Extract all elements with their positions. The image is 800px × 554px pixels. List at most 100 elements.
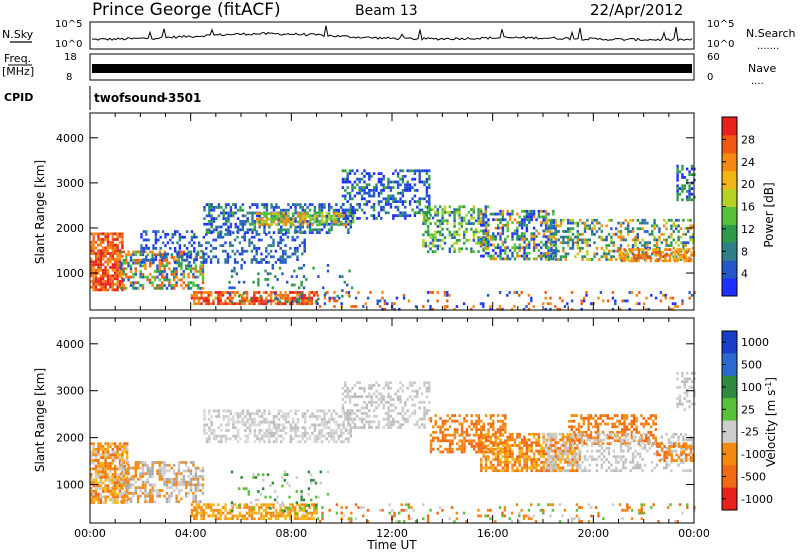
colorbar-swatch	[722, 152, 737, 172]
scatter-cell	[94, 456, 98, 460]
scatter-cell	[303, 241, 306, 245]
scatter-cell	[99, 240, 102, 244]
scatter-cell	[567, 235, 570, 239]
scatter-cell	[453, 230, 456, 234]
scatter-cell	[402, 296, 406, 300]
scatter-cell	[193, 247, 196, 250]
scatter-cell	[121, 280, 124, 283]
scatter-cell	[192, 494, 195, 498]
scatter-cell	[173, 230, 177, 233]
scatter-cell	[530, 235, 533, 238]
scatter-cell	[109, 277, 112, 281]
scatter-cell	[668, 248, 672, 251]
scatter-cell	[571, 469, 574, 473]
scatter-cell	[396, 208, 400, 212]
scatter-cell	[358, 426, 361, 429]
scatter-cell	[363, 203, 366, 206]
scatter-cell	[307, 297, 310, 301]
scatter-cell	[94, 467, 98, 471]
colorbar-swatch	[722, 170, 737, 190]
scatter-cell	[178, 233, 182, 236]
scatter-cell	[121, 235, 124, 239]
scatter-cell	[257, 296, 261, 300]
scatter-cell	[637, 253, 641, 257]
scatter-cell	[351, 217, 354, 220]
scatter-cell	[418, 200, 421, 203]
scatter-cell	[212, 228, 216, 232]
scatter-cell	[97, 464, 100, 468]
scatter-cell	[358, 417, 361, 421]
scatter-cell	[340, 212, 343, 215]
scatter-cell	[535, 218, 538, 222]
scatter-cell	[413, 409, 417, 413]
scatter-cell	[127, 472, 130, 476]
scatter-cell	[168, 480, 171, 484]
scatter-cell	[477, 213, 480, 217]
scatter-cell	[413, 200, 417, 203]
scatter-cell	[401, 194, 405, 198]
scatter-cell	[323, 215, 326, 218]
scatter-cell	[428, 175, 431, 178]
scatter-cell	[382, 426, 385, 429]
scatter-cell	[296, 247, 299, 250]
scatter-cell	[233, 261, 237, 264]
scatter-cell	[360, 386, 364, 390]
scatter-cell	[104, 268, 107, 272]
scatter-cell	[676, 170, 679, 174]
scatter-cell	[484, 215, 488, 219]
scatter-cell	[277, 228, 280, 232]
scatter-cell	[268, 426, 271, 430]
scatter-cell	[284, 417, 288, 421]
nsky-tick-top: 10^5	[55, 19, 82, 30]
scatter-cell	[408, 414, 412, 418]
scatter-cell	[363, 175, 366, 178]
scatter-cell	[232, 415, 235, 418]
scatter-cell	[122, 466, 125, 470]
scatter-cell	[489, 243, 493, 247]
scatter-cell	[360, 420, 364, 424]
scatter-cell	[492, 458, 495, 461]
scatter-cell	[389, 205, 393, 209]
scatter-cell	[646, 221, 649, 225]
scatter-cell	[296, 258, 299, 261]
scatter-cell	[310, 302, 314, 306]
scatter-cell	[212, 409, 216, 413]
scatter-cell	[270, 217, 273, 221]
scatter-cell	[631, 227, 635, 231]
scatter-cell	[458, 208, 461, 211]
scatter-cell	[207, 296, 210, 300]
scatter-cell	[219, 293, 222, 297]
scatter-cell	[260, 296, 263, 300]
scatter-cell	[681, 173, 684, 176]
scatter-cell	[482, 222, 485, 225]
scatter-cell	[428, 217, 431, 220]
scatter-cell	[125, 486, 128, 490]
scatter-cell	[92, 285, 95, 289]
scatter-cell	[284, 231, 288, 234]
scatter-cell	[511, 237, 514, 241]
scatter-cell	[564, 441, 567, 445]
scatter-cell	[320, 215, 324, 218]
scatter-cell	[153, 483, 157, 487]
scatter-cell	[139, 253, 142, 257]
scatter-cell	[434, 213, 437, 217]
scatter-cell	[189, 250, 193, 254]
scatter-cell	[574, 221, 577, 225]
scatter-cell	[116, 481, 119, 485]
scatter-cell	[224, 291, 227, 294]
scatter-cell	[653, 235, 656, 239]
scatter-cell	[619, 224, 623, 228]
scatter-cell	[142, 261, 146, 264]
scatter-cell	[328, 440, 331, 444]
scatter-cell	[123, 498, 126, 502]
scatter-cell	[480, 458, 483, 461]
scatter-cell	[387, 386, 390, 390]
scatter-cell	[545, 218, 548, 222]
scatter-cell	[202, 299, 206, 303]
scatter-cell	[177, 491, 181, 495]
scatter-cell	[425, 172, 429, 175]
scatter-cell	[642, 302, 646, 306]
scatter-cell	[444, 433, 447, 437]
scatter-cell	[92, 459, 95, 462]
scatter-cell	[92, 238, 95, 241]
